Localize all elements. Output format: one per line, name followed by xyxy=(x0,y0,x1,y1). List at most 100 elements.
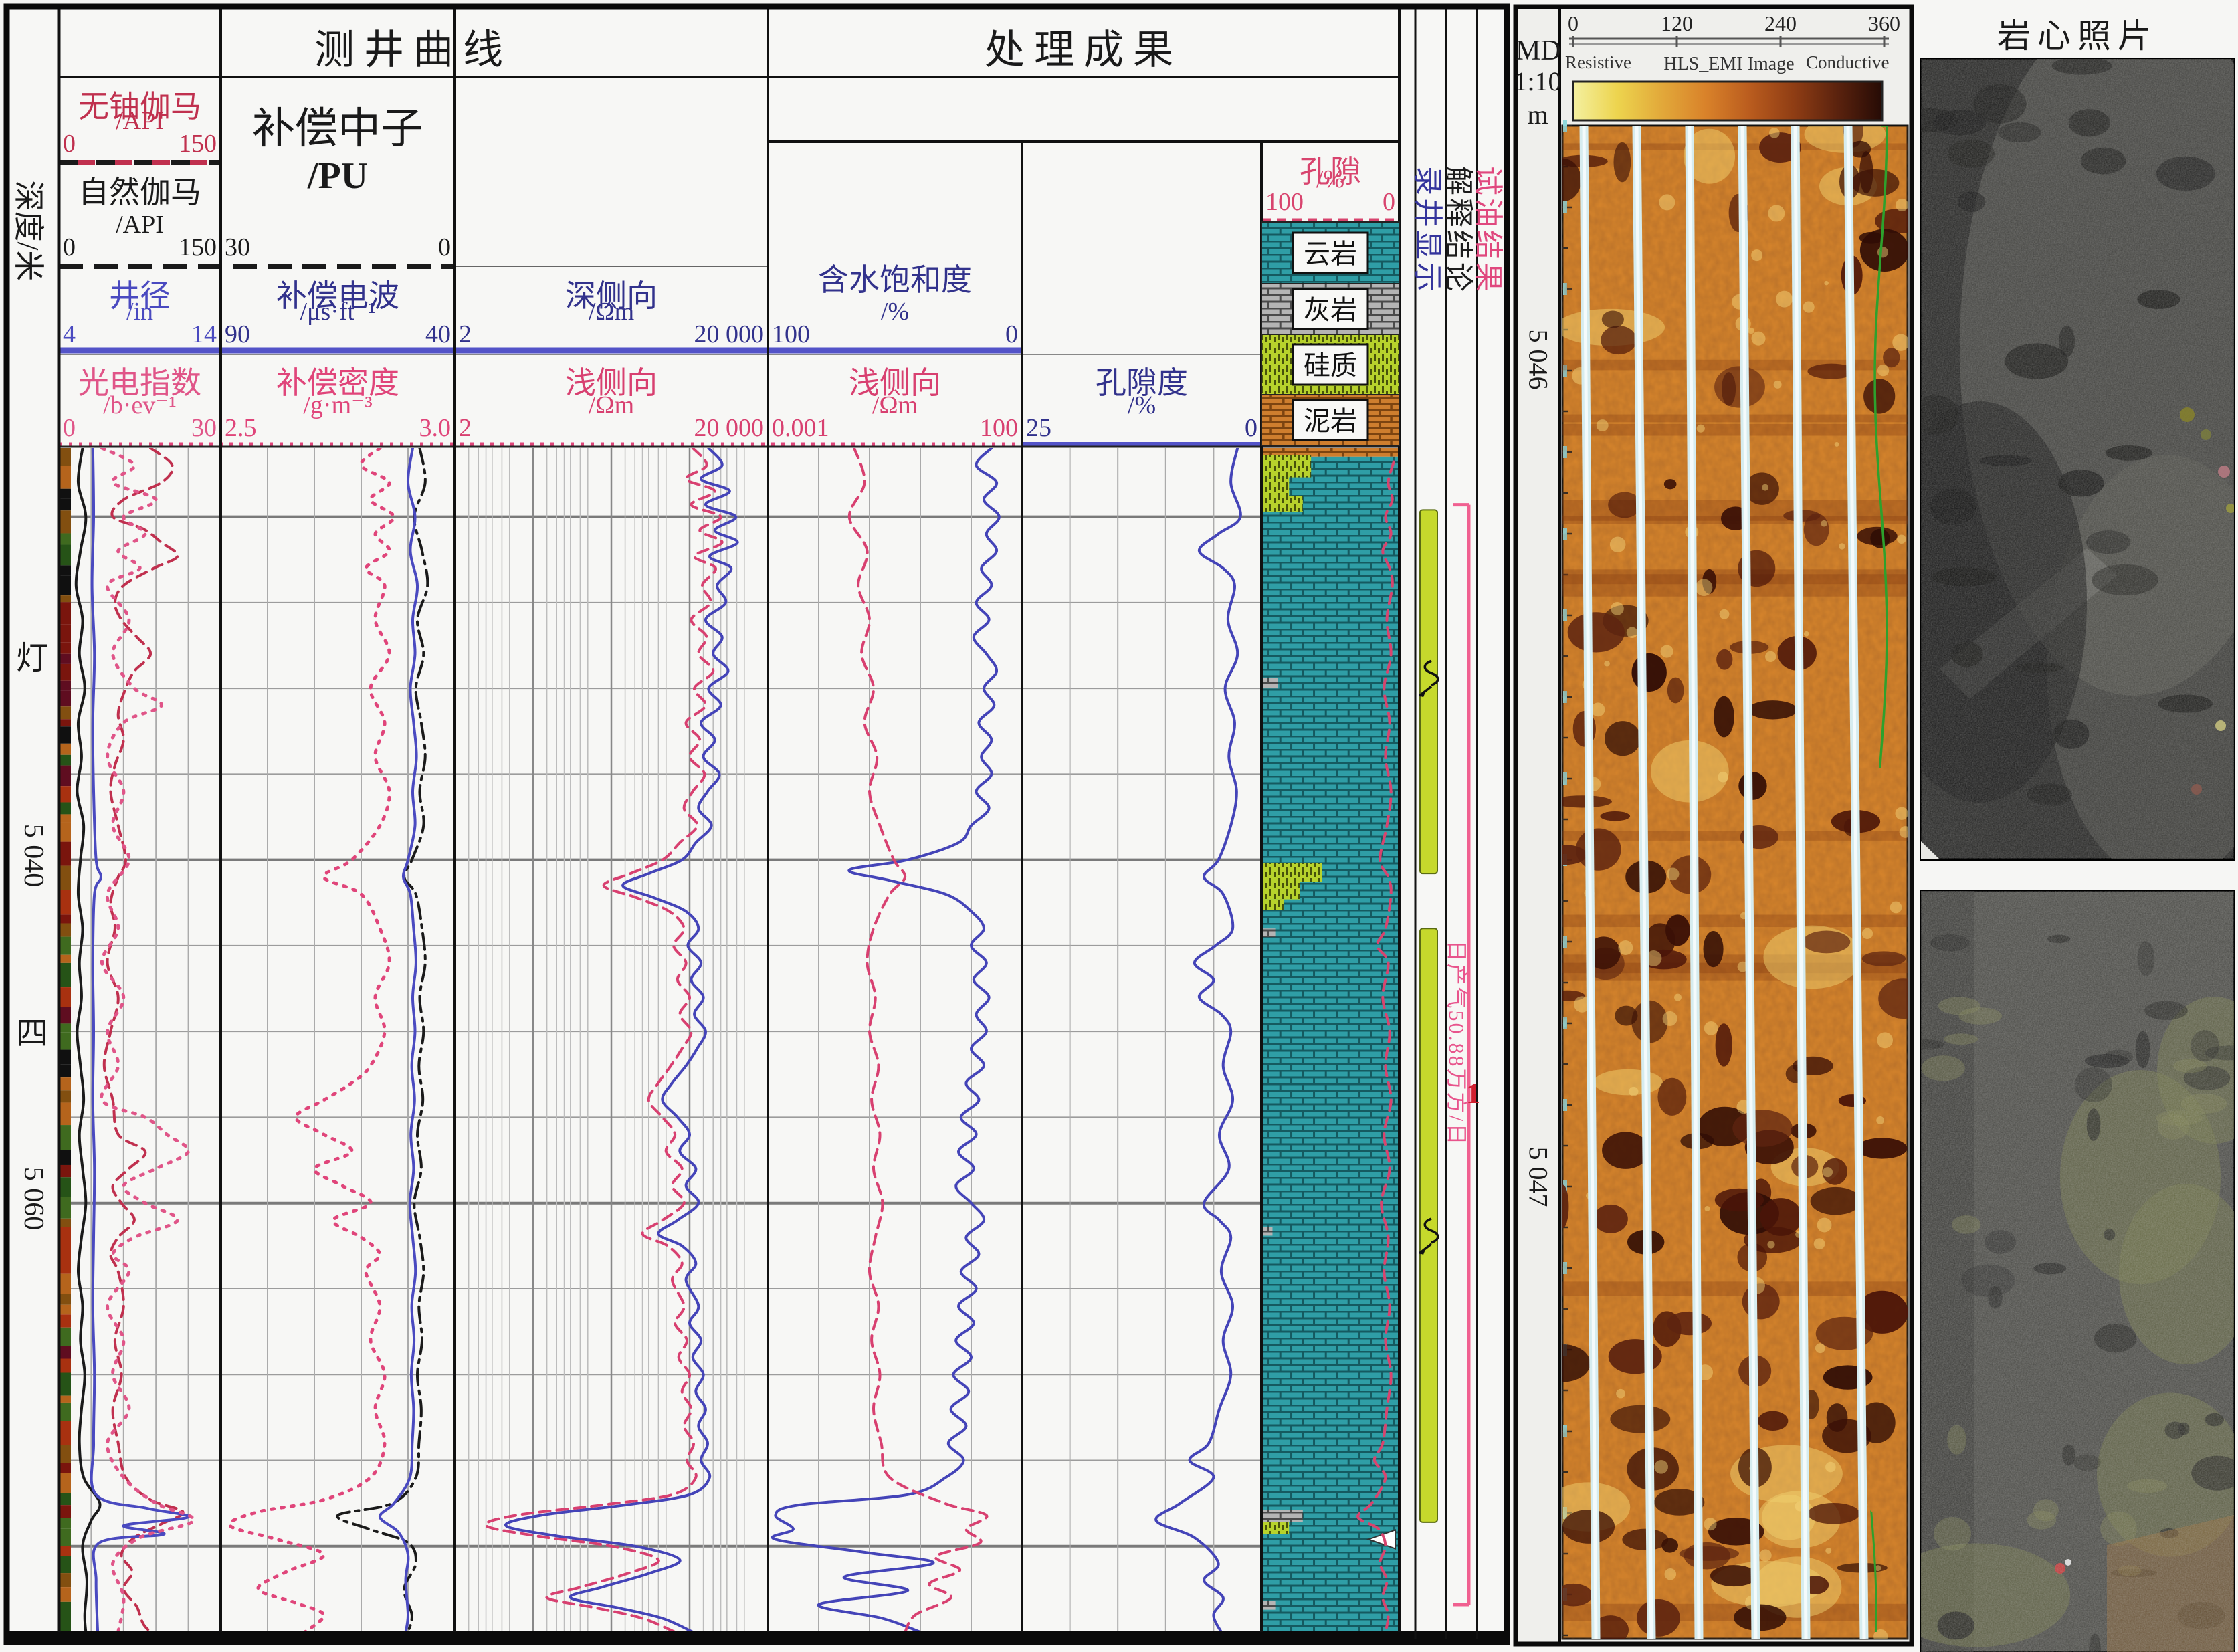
curve-title: 光电指数 xyxy=(78,366,201,400)
gas-show-symbol xyxy=(1423,1217,1439,1244)
legend-label: 泥岩 xyxy=(1304,406,1357,436)
scale-right: 3.0 xyxy=(419,414,451,442)
scale-right: 14 xyxy=(191,320,217,348)
header-cell: 孔隙 100 0 /% xyxy=(1261,142,1399,221)
header-cell: 含水饱和度 100 0 /% xyxy=(768,142,1022,353)
curve-title: 浅侧向 xyxy=(849,366,941,400)
scale-right: 20 000 xyxy=(694,320,765,348)
md-label: MD xyxy=(1516,35,1561,66)
emi-depth-mark: 5 046 xyxy=(1523,329,1554,390)
lith-patch-siliceous xyxy=(1261,1522,1290,1534)
log-curve xyxy=(90,448,190,1632)
lith-patch-siliceous xyxy=(1261,455,1312,478)
header-cell: 深侧向 2 20 000/Ωm xyxy=(455,266,768,353)
log-curve xyxy=(771,448,1001,1632)
curve-title: 无铀伽马 xyxy=(78,90,201,124)
log-curve xyxy=(102,448,185,1632)
md-unit-label: m xyxy=(1527,100,1548,130)
header-cell: 补偿密度 2.5 3.0/g·m⁻³ xyxy=(221,353,455,447)
depth-axis-label: 深度/米 xyxy=(11,180,45,282)
gas-show-bar xyxy=(1419,509,1438,875)
scale-left: 90 xyxy=(225,320,250,348)
core-photos-title: 岩心照片 xyxy=(1997,17,2158,55)
lith-patch-siliceous xyxy=(1261,477,1290,496)
header-cell: 井径 4 14/in xyxy=(59,266,221,353)
header-cell: 浅侧向 0.001 100/Ωm xyxy=(768,353,1022,447)
strat-unit-label: 灯 xyxy=(15,640,48,676)
lith-interval-mudstone xyxy=(1261,448,1399,457)
legend-label: 灰岩 xyxy=(1304,295,1357,325)
curve-title: 自然伽马 xyxy=(78,175,201,209)
gas-show-bar xyxy=(1419,928,1438,1523)
emi-colorbar xyxy=(1572,80,1884,122)
curve-title: 补偿电波 xyxy=(276,279,399,313)
core-photo-1-texture xyxy=(1921,59,2234,859)
lith-interval-dolomite xyxy=(1261,456,1399,1632)
log-curves-title: 测井曲线 xyxy=(314,28,512,72)
scale-left: 30 xyxy=(225,233,250,262)
curve-unit: /μs·ft⁻¹ xyxy=(300,298,376,326)
lith-patch-siliceous xyxy=(1261,863,1322,882)
log-curve xyxy=(336,448,429,1632)
curve-title: 井径 xyxy=(109,279,171,313)
curve-unit: /% xyxy=(880,298,910,326)
curve-title: 深侧向 xyxy=(565,279,657,313)
curve-unit: /% xyxy=(1127,391,1156,419)
curve-unit: /API xyxy=(116,211,164,239)
lith-patch-siliceous xyxy=(1261,899,1284,910)
emi-fracture-pick xyxy=(1873,126,1888,768)
emi-conductive-label: Conductive xyxy=(1806,52,1890,72)
curve-unit: /Ωm xyxy=(872,391,918,419)
curve-unit: /% xyxy=(1316,165,1345,193)
scale-left: 100 xyxy=(772,320,810,348)
curve-unit: /in xyxy=(126,298,154,326)
curve-title: 含水饱和度 xyxy=(818,263,972,297)
emi-depth-mark: 5 047 xyxy=(1523,1146,1554,1207)
curve-title: 孔隙 xyxy=(1300,154,1361,189)
emi-resistive-label: Resistive xyxy=(1565,52,1631,72)
scale-right: 150 xyxy=(179,130,217,158)
scale-left: 0.001 xyxy=(772,414,829,442)
legend-label: 云岩 xyxy=(1304,239,1357,269)
oil-test-result-text: 日产气50.88万方/日 xyxy=(1445,940,1469,1147)
scale-left: 0 xyxy=(63,414,76,442)
header-cell: 补偿中子/PU 30 0 xyxy=(221,77,455,266)
strat-unit-label: 四 xyxy=(15,1016,48,1052)
curve-title: 孔隙度 xyxy=(1096,366,1188,400)
scale-left: 2 xyxy=(459,320,472,348)
main-panel-background xyxy=(7,7,1507,1642)
lithology-column xyxy=(1261,448,1399,1632)
scale-right: 0 xyxy=(1383,188,1395,216)
log-curve xyxy=(484,448,724,1632)
gas-show-symbol xyxy=(1423,659,1439,686)
scale-left: 4 xyxy=(63,320,76,348)
curve-unit: /PU xyxy=(307,155,369,197)
emi-scale-tick: 360 xyxy=(1868,11,1900,35)
scale-left: 0 xyxy=(63,233,76,262)
oil-test-layer-number: 1 xyxy=(1466,1079,1480,1110)
lith-patch-limestone xyxy=(1261,1510,1303,1522)
log-curve xyxy=(847,448,989,1632)
sidebar-col-oiltest-label: 试油结果 xyxy=(1471,166,1504,294)
processing-results-title: 处理成果 xyxy=(985,28,1183,72)
scale-right: 100 xyxy=(980,414,1018,442)
scale-right: 40 xyxy=(425,320,451,348)
lith-patch-siliceous xyxy=(1261,882,1300,900)
scale-right: 20 000 xyxy=(694,414,765,442)
scale-left: 0 xyxy=(63,130,76,158)
curve-unit: /Ωm xyxy=(588,391,635,419)
curve-unit: /g·m⁻³ xyxy=(303,391,373,419)
header-cell: 无铀伽马 0 150/API xyxy=(59,77,221,163)
scale-left: 2 xyxy=(459,414,472,442)
scale-right: 0 xyxy=(1005,320,1018,348)
curve-title: 浅侧向 xyxy=(565,366,657,400)
mudlog-show-bars xyxy=(1418,509,1439,1523)
curve-title: 补偿中子 xyxy=(252,105,423,152)
emi-scale-tick: 240 xyxy=(1764,11,1797,35)
scale-right: 30 xyxy=(191,414,217,442)
lith-patch-limestone xyxy=(1261,928,1276,938)
scale-right: 0 xyxy=(1245,414,1257,442)
